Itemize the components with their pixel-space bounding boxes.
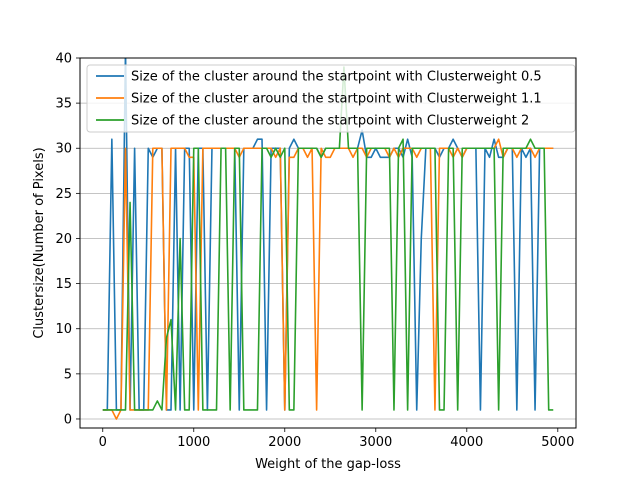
- x-tick-label: 1000: [177, 435, 210, 450]
- axes-frame: [79, 57, 577, 429]
- legend-label-1: Size of the cluster around the startpoin…: [131, 70, 542, 85]
- y-tick-label: 5: [64, 367, 72, 382]
- y-tick-label: 35: [55, 97, 72, 112]
- y-tick-label: 10: [55, 322, 72, 337]
- y-tick-label: 30: [55, 142, 72, 157]
- y-axis-label: Clustersize(Number of Pixels): [32, 147, 47, 338]
- x-axis-label: Weight of the gap-loss: [255, 457, 401, 472]
- legend-label-2: Size of the cluster around the startpoin…: [131, 92, 542, 107]
- x-tick-label: 4000: [450, 435, 483, 450]
- y-tick-label: 20: [55, 232, 72, 247]
- x-tick-label: 5000: [541, 435, 574, 450]
- ticks: 0 5 10 15 20 25 30 35 40 0 1000 2000 3000 4000 5000: [55, 52, 574, 451]
- x-tick-label: 0: [99, 435, 107, 450]
- y-tick-label: 0: [64, 412, 72, 427]
- legend: Size of the cluster around the startpoin…: [86, 64, 576, 133]
- y-tick-label: 15: [55, 277, 72, 292]
- legend-box: [86, 64, 576, 133]
- series-layer: [102, 58, 554, 420]
- y-tick-label: 25: [55, 187, 72, 202]
- legend-label-3: Size of the cluster around the startpoin…: [131, 114, 529, 129]
- x-tick-label: 2000: [268, 435, 301, 450]
- x-tick-label: 3000: [359, 435, 392, 450]
- y-tick-label: 40: [55, 52, 72, 67]
- series-line-3: [102, 66, 554, 411]
